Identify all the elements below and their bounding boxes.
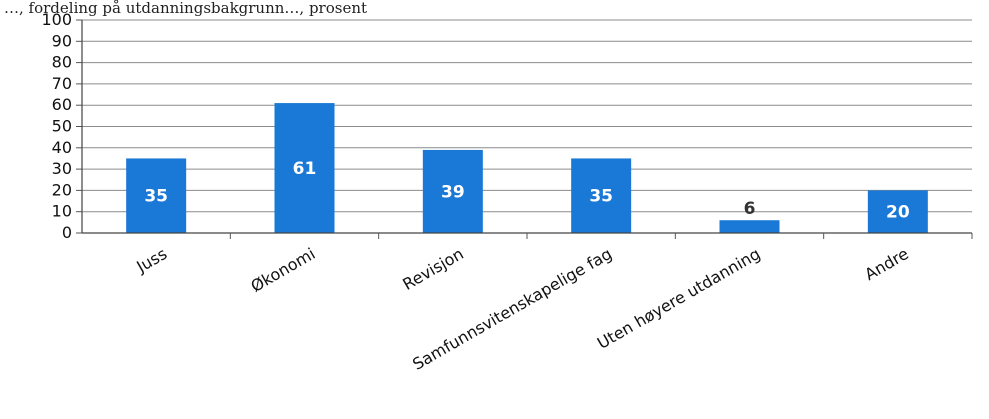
gridlines — [82, 19, 972, 213]
y-tick-label: 100 — [41, 10, 72, 29]
x-tick-label: Juss — [132, 244, 170, 277]
y-tick-label: 70 — [52, 74, 72, 93]
x-tick-label: Økonomi — [247, 244, 318, 296]
data-label: 35 — [144, 187, 168, 207]
y-tick-label: 0 — [62, 223, 72, 242]
x-tick-label: Revisjon — [399, 244, 466, 294]
x-tick-label: Uten høyere utdanning — [594, 244, 764, 353]
bar — [719, 220, 780, 233]
y-tick-label: 50 — [52, 117, 72, 136]
bar — [571, 158, 632, 233]
data-label: 39 — [441, 182, 465, 202]
data-label: 35 — [589, 187, 613, 207]
y-tick-label: 30 — [52, 159, 72, 178]
bar — [422, 149, 483, 233]
bar — [126, 158, 187, 233]
y-axis-ticks: 0 10 20 30 40 50 60 70 80 90 100 — [41, 10, 82, 242]
value-labels: 35 61 39 35 6 20 — [144, 159, 909, 223]
y-tick-label: 90 — [52, 31, 72, 50]
x-tick-label: Andre — [861, 244, 911, 284]
data-label: 61 — [293, 159, 317, 179]
y-tick-label: 40 — [52, 138, 72, 157]
bar — [867, 190, 928, 233]
x-axis: Juss Økonomi RevisjonSamfunnsvitenskapelig… — [81, 20, 973, 374]
y-tick-label: 10 — [52, 202, 72, 221]
y-tick-label: 80 — [52, 53, 72, 72]
y-tick-label: 60 — [52, 95, 72, 114]
bar — [274, 103, 335, 233]
y-tick-label: 20 — [52, 180, 72, 199]
data-label: 6 — [744, 199, 756, 219]
bars — [126, 103, 928, 233]
data-label: 20 — [886, 203, 910, 223]
chart-caption: …, fordeling på utdanningsbakgrunn…, pro… — [4, 0, 367, 17]
